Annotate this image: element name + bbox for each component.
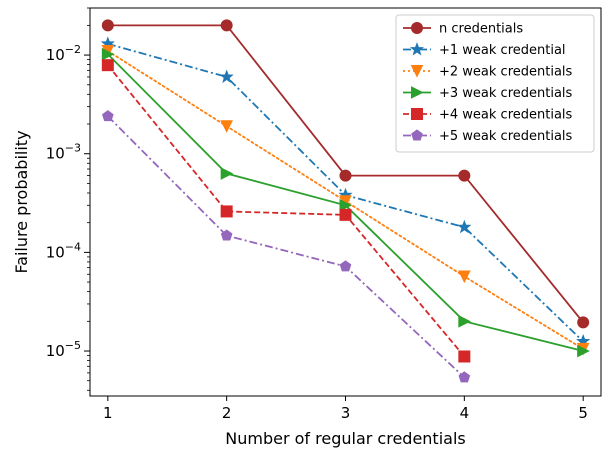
legend-item: +4 weak credentials [403,108,573,123]
legend-box [395,14,595,153]
data-point [339,208,352,221]
legend-item: +1 weak credential [403,42,566,58]
series-5 [101,59,471,363]
data-point [458,315,471,328]
data-point [577,316,590,329]
data-point [577,344,590,358]
legend-marker [411,22,423,34]
legend-item: n credentials [403,22,523,37]
legend-marker [411,86,424,99]
data-point [219,69,234,83]
legend-marker [409,42,425,56]
data-point [458,350,471,363]
x-tick-label: 1 [103,404,113,422]
x-tick-label: 2 [222,404,232,422]
y-tick-label: 10−4 [46,240,81,261]
legend-item: +5 weak credentials [403,129,573,144]
data-point [101,59,114,72]
data-point [339,198,353,212]
axis-ticks: 1 2 3 4 5 10−2 10−3 10−4 10−5 [46,7,588,422]
y-tick-label: 10−5 [46,339,81,360]
plot-area [100,19,591,383]
data-point [220,120,233,133]
data-point [458,371,471,383]
data-point [101,19,114,32]
data-point [457,219,472,234]
data-point [220,229,233,241]
data-point [220,19,233,32]
legend-label: +3 weak credentials [439,86,573,101]
legend-marker [410,65,424,78]
y-axis-label: Failure probability [12,130,31,273]
y-tick-label: 10−3 [46,142,81,163]
series-4 [101,47,590,358]
data-point [101,47,115,61]
data-point [339,260,352,272]
series-6 [102,110,471,383]
data-point [102,110,114,122]
x-tick-label: 4 [460,404,470,422]
legend-label: +5 weak credentials [439,129,573,144]
x-axis-label: Number of regular credentials [225,429,465,448]
legend-label: +2 weak credentials [439,65,573,80]
series-1 [101,19,590,329]
data-point [458,270,471,284]
x-tick-label: 5 [578,404,588,422]
legend-label: n credentials [439,22,523,37]
data-point [220,205,233,218]
legend-label: +4 weak credentials [439,108,573,123]
y-tick-label: 10−2 [46,43,81,64]
x-tick-label: 3 [341,404,351,422]
series-line [107,115,465,379]
legend: n credentials +1 weak credential +2 weak c… [395,14,595,153]
legend-label: +1 weak credential [439,43,566,58]
legend-marker [411,129,423,141]
data-point [339,169,352,182]
legend-marker [411,108,423,120]
legend-item: +2 weak credentials [403,65,573,80]
data-point [220,167,234,180]
data-point [458,169,471,182]
legend-item: +3 weak credentials [403,86,573,101]
series-line [107,64,466,358]
